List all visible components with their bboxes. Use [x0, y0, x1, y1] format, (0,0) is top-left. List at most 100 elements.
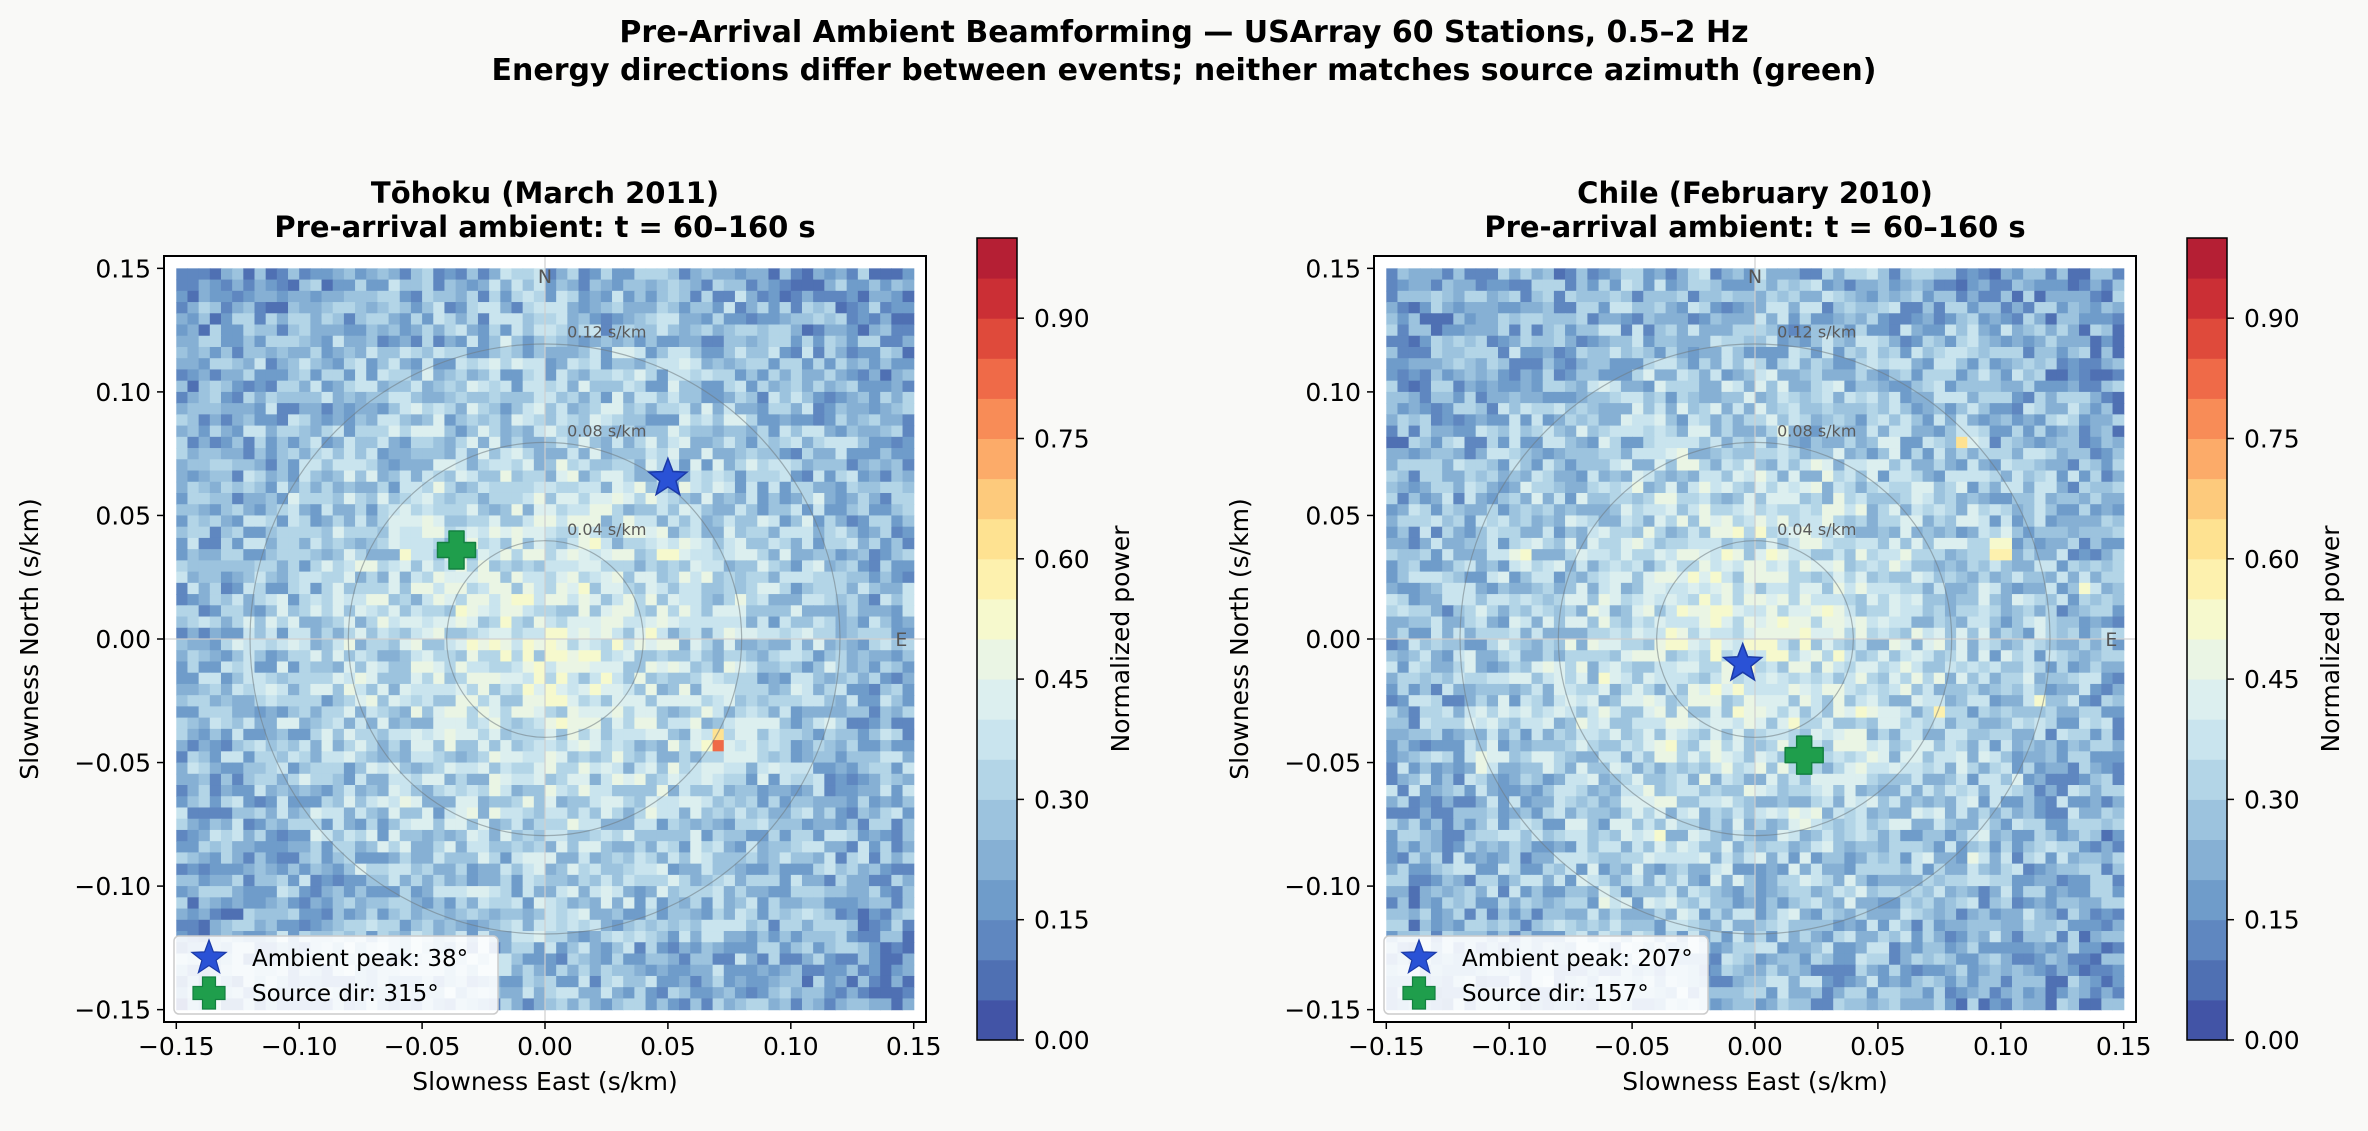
heatmap-cell	[366, 807, 378, 819]
heatmap-cell	[255, 774, 267, 786]
heatmap-cell	[646, 852, 658, 864]
heatmap-cell	[847, 909, 859, 921]
heatmap-cell	[1465, 302, 1477, 314]
heatmap-cell	[847, 695, 859, 707]
heatmap-cell	[199, 819, 211, 831]
heatmap-cell	[623, 965, 635, 977]
heatmap-cell	[411, 291, 423, 303]
heatmap-cell	[802, 875, 814, 887]
heatmap-cell	[255, 448, 267, 460]
heatmap-cell	[389, 706, 401, 718]
heatmap-cell	[232, 617, 244, 629]
heatmap-cell	[199, 358, 211, 370]
heatmap-cell	[199, 336, 211, 348]
heatmap-cell	[523, 268, 535, 280]
heatmap-cell	[646, 661, 658, 673]
heatmap-cell	[467, 852, 479, 864]
heatmap-cell	[277, 684, 289, 696]
heatmap-cell	[701, 841, 713, 853]
heatmap-cell	[657, 583, 669, 595]
heatmap-cell	[199, 807, 211, 819]
heatmap-cell	[210, 729, 222, 741]
heatmap-cell	[813, 482, 825, 494]
heatmap-cell	[187, 268, 199, 280]
heatmap-cell	[299, 841, 311, 853]
heatmap-cell	[433, 639, 445, 651]
heatmap-cell	[1867, 325, 1879, 337]
heatmap-cell	[366, 369, 378, 381]
heatmap-cell	[2012, 302, 2024, 314]
heatmap-cell	[377, 572, 389, 584]
heatmap-cell	[735, 493, 747, 505]
heatmap-cell	[567, 381, 579, 393]
heatmap-cell	[690, 583, 702, 595]
heatmap-cell	[724, 392, 736, 404]
heatmap-cell	[199, 549, 211, 561]
heatmap-cell	[724, 347, 736, 359]
heatmap-cell	[310, 515, 322, 527]
heatmap-cell	[523, 358, 535, 370]
legend: Ambient peak: 38°Source dir: 315°	[174, 936, 498, 1014]
heatmap-cell	[511, 661, 523, 673]
heatmap-cell	[791, 280, 803, 292]
heatmap-cell	[299, 661, 311, 673]
heatmap-cell	[869, 291, 881, 303]
heatmap-cell	[333, 673, 345, 685]
heatmap-cell	[187, 471, 199, 483]
heatmap-cell	[243, 897, 255, 909]
colorbar-segment	[977, 439, 1017, 480]
heatmap-cell	[679, 819, 691, 831]
heatmap-cell	[1397, 302, 1409, 314]
heatmap-cell	[880, 369, 892, 381]
heatmap-cell	[1420, 325, 1432, 337]
heatmap-cell	[467, 729, 479, 741]
heatmap-cell	[221, 437, 233, 449]
heatmap-cell	[221, 268, 233, 280]
heatmap-cell	[400, 448, 412, 460]
heatmap-cell	[433, 920, 445, 932]
heatmap-cell	[724, 763, 736, 775]
heatmap-cell	[858, 358, 870, 370]
heatmap-cell	[612, 729, 624, 741]
heatmap-cell	[690, 493, 702, 505]
heatmap-cell	[869, 819, 881, 831]
heatmap-cell	[612, 650, 624, 662]
heatmap-cell	[333, 471, 345, 483]
heatmap-cell	[579, 628, 591, 640]
heatmap-cell	[176, 605, 188, 617]
heatmap-cell	[243, 302, 255, 314]
heatmap-cell	[891, 807, 903, 819]
heatmap-cell	[534, 617, 546, 629]
heatmap-cell	[534, 336, 546, 348]
heatmap-cell	[489, 639, 501, 651]
heatmap-cell	[847, 864, 859, 876]
heatmap-cell	[646, 920, 658, 932]
heatmap-cell	[366, 684, 378, 696]
heatmap-cell	[1610, 302, 1622, 314]
heatmap-cell	[735, 718, 747, 730]
heatmap-cell	[277, 605, 289, 617]
heatmap-cell	[836, 392, 848, 404]
heatmap-cell	[523, 347, 535, 359]
heatmap-cell	[478, 291, 490, 303]
heatmap-cell	[802, 347, 814, 359]
heatmap-cell	[500, 403, 512, 415]
heatmap-cell	[757, 583, 769, 595]
heatmap-cell	[757, 538, 769, 550]
heatmap-cell	[411, 471, 423, 483]
heatmap-cell	[757, 302, 769, 314]
heatmap-cell	[724, 268, 736, 280]
heatmap-cell	[791, 268, 803, 280]
heatmap-cell	[590, 617, 602, 629]
heatmap-cell	[187, 313, 199, 325]
heatmap-cell	[210, 527, 222, 539]
heatmap-cell	[612, 763, 624, 775]
heatmap-cell	[713, 650, 725, 662]
heatmap-cell	[623, 706, 635, 718]
heatmap-cell	[657, 673, 669, 685]
heatmap-cell	[310, 661, 322, 673]
heatmap-cell	[545, 527, 557, 539]
heatmap-cell	[858, 661, 870, 673]
heatmap-cell	[389, 325, 401, 337]
heatmap-cell	[266, 796, 278, 808]
